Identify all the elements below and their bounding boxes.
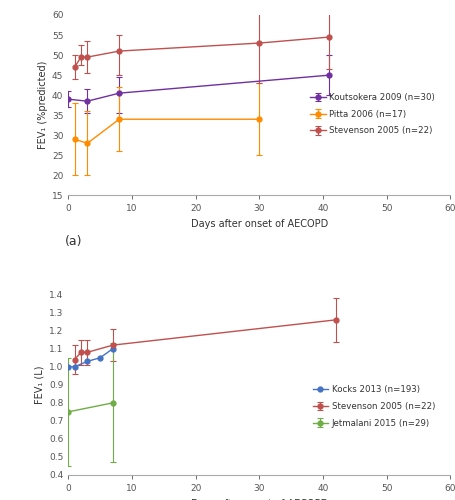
- Y-axis label: FEV₁ (%predicted): FEV₁ (%predicted): [38, 61, 48, 150]
- Text: (a): (a): [65, 235, 82, 248]
- X-axis label: Days after onset of AECOPD: Days after onset of AECOPD: [191, 219, 328, 229]
- Legend: Kocks 2013 (n=193), Stevenson 2005 (n=22), Jetmalani 2015 (n=29): Kocks 2013 (n=193), Stevenson 2005 (n=22…: [309, 382, 439, 431]
- Kocks 2013 (n=193): [97, 354, 103, 360]
- Kocks 2013 (n=193): [110, 346, 116, 352]
- X-axis label: Days after onset of AECOPD: Days after onset of AECOPD: [191, 498, 328, 500]
- Kocks 2013 (n=193): [85, 358, 90, 364]
- Line: Kocks 2013 (n=193): Kocks 2013 (n=193): [66, 346, 115, 369]
- Kocks 2013 (n=193): [72, 364, 77, 370]
- Kocks 2013 (n=193): [66, 364, 71, 370]
- Y-axis label: FEV₁ (L): FEV₁ (L): [35, 366, 45, 404]
- Legend: Koutsokera 2009 (n=30), Pitta 2006 (n=17), Stevenson 2005 (n=22): Koutsokera 2009 (n=30), Pitta 2006 (n=17…: [307, 90, 439, 139]
